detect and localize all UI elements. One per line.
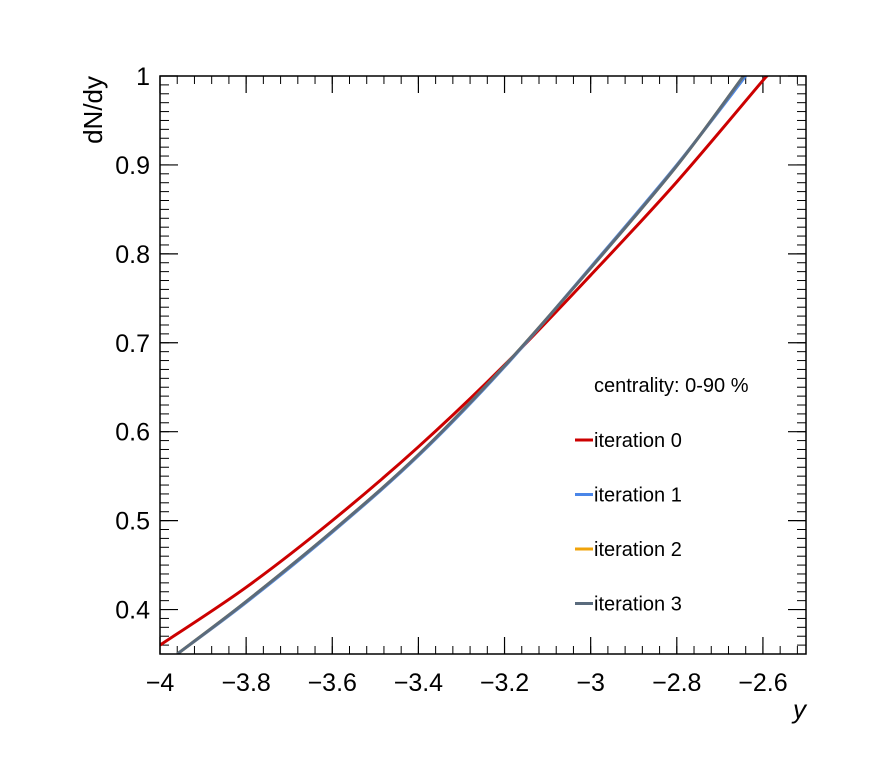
- x-tick-label: −4: [146, 669, 175, 697]
- y-tick-label: 0.7: [115, 330, 150, 358]
- axis-ticks: [159, 75, 806, 655]
- tick-labels: −4 −3.8 −3.6 −3.4 −3.2 −3 −2.8 −2.6 0.4 0.5 0.6 0.7…: [115, 63, 787, 697]
- x-tick-label: −3.8: [221, 669, 270, 697]
- x-tick-label: −3: [576, 669, 605, 697]
- y-axis-title: dN/dy: [78, 76, 108, 144]
- y-tick-label: 0.5: [115, 508, 150, 536]
- legend-label-1: iteration 1: [594, 485, 682, 507]
- y-tick-label: 1: [136, 63, 150, 91]
- y-tick-label: 0.8: [115, 241, 150, 269]
- x-tick-label: −2.6: [738, 669, 787, 697]
- centrality-annotation: centrality: 0-90 %: [594, 375, 749, 397]
- x-tick-label: −3.6: [308, 669, 357, 697]
- legend-label-0: iteration 0: [594, 430, 682, 452]
- legend-label-2: iteration 2: [594, 539, 682, 561]
- x-tick-label: −2.8: [652, 669, 701, 697]
- series-layer: [160, 76, 770, 654]
- x-tick-label: −3.2: [480, 669, 529, 697]
- y-tick-label: 0.6: [115, 419, 150, 447]
- y-tick-label: 0.9: [115, 152, 150, 180]
- y-tick-label: 0.4: [115, 597, 150, 625]
- plot-frame: [159, 75, 807, 655]
- x-axis-title: y: [791, 694, 808, 724]
- legend-label-3: iteration 3: [594, 594, 682, 616]
- legend: iteration 0 iteration 1 iteration 2 iterati…: [575, 430, 682, 616]
- series-line-3: [176, 76, 745, 654]
- x-tick-label: −3.4: [394, 669, 443, 697]
